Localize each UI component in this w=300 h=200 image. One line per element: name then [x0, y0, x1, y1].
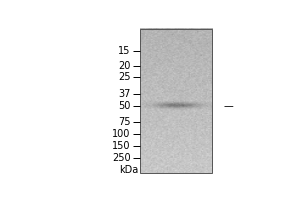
- Text: 15: 15: [118, 46, 130, 56]
- Text: 25: 25: [118, 72, 130, 82]
- Text: 250: 250: [112, 153, 130, 163]
- Text: 50: 50: [118, 101, 130, 111]
- Text: 100: 100: [112, 129, 130, 139]
- Text: kDa: kDa: [119, 165, 139, 175]
- Text: 20: 20: [118, 61, 130, 71]
- Text: —: —: [224, 101, 233, 111]
- Text: 150: 150: [112, 141, 130, 151]
- Text: 37: 37: [118, 89, 130, 99]
- Text: 75: 75: [118, 117, 130, 127]
- Bar: [140, 29, 212, 173]
